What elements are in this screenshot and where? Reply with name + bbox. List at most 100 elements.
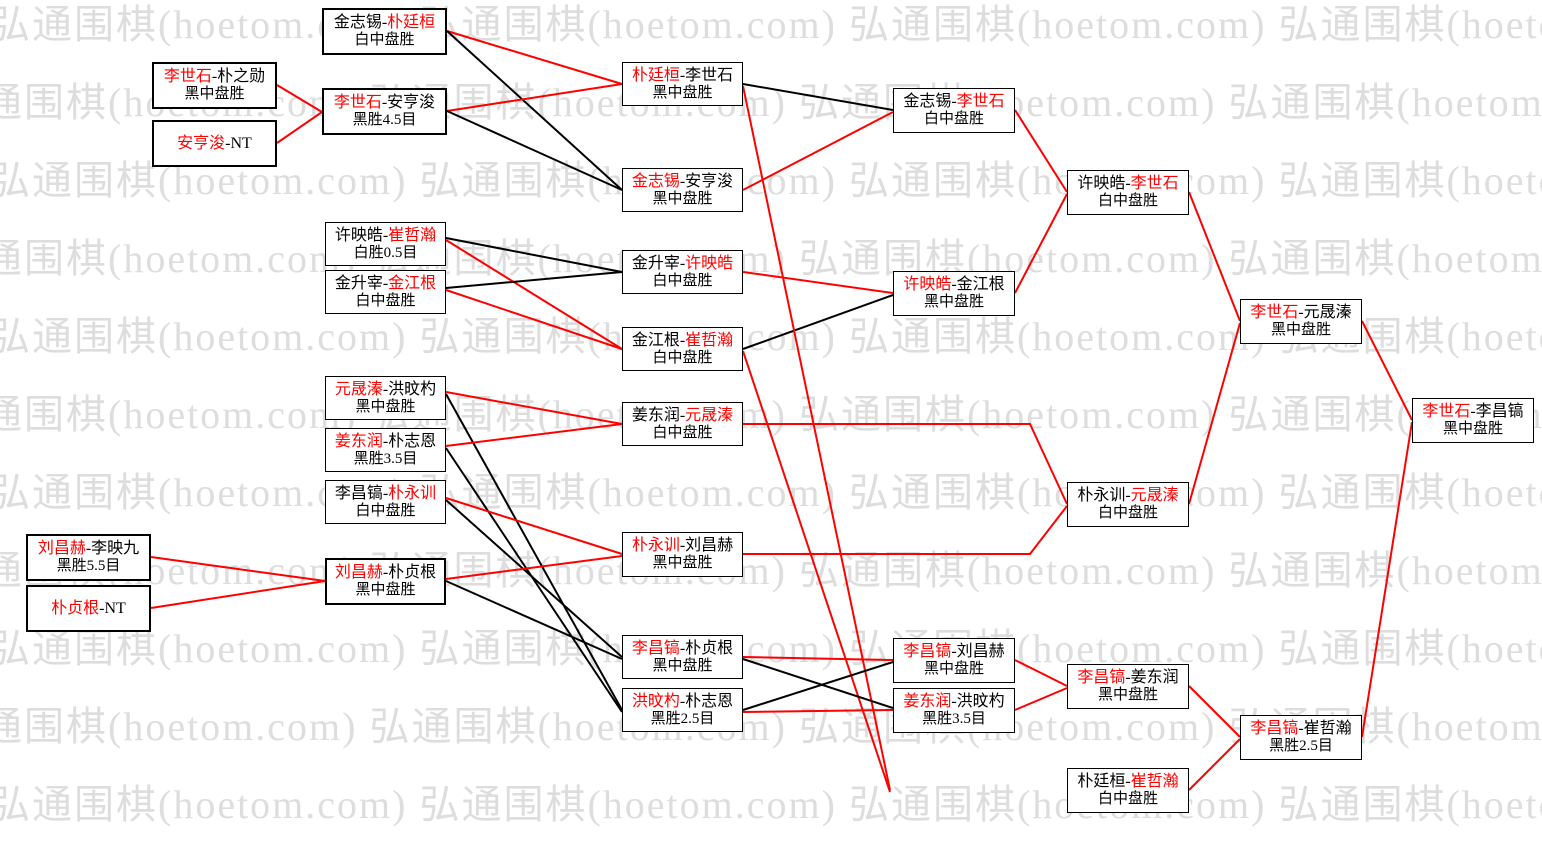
match-players: 李世石-安亨浚 <box>334 94 435 112</box>
player-right: 洪旼杓 <box>388 380 437 398</box>
match-box[interactable]: 金升宰-金江根 白中盘胜 <box>325 270 446 314</box>
match-box[interactable]: 姜东润-朴志恩 黑胜3.5目 <box>325 428 446 472</box>
match-box[interactable]: 朴廷桓-崔哲瀚 白中盘胜 <box>1067 768 1189 813</box>
match-box[interactable]: 安亨浚-NT <box>152 120 277 167</box>
match-box[interactable]: 金志锡-朴廷桓 白中盘胜 <box>322 8 447 55</box>
match-box[interactable]: 许映皓-崔哲瀚 白胜0.5目 <box>325 222 446 266</box>
match-box[interactable]: 李昌镐-崔哲瀚 黑胜2.5目 <box>1240 715 1362 760</box>
match-players: 许映皓-崔哲瀚 <box>335 227 436 245</box>
match-box[interactable]: 姜东润-洪旼杓 黑胜3.5目 <box>893 688 1015 733</box>
match-box[interactable]: 金志锡-安亨浚 黑中盘胜 <box>622 168 743 212</box>
match-box[interactable]: 洪旼杓-朴志恩 黑胜2.5目 <box>622 688 743 732</box>
match-box[interactable]: 朴贞根-NT <box>26 585 151 632</box>
player-right: 李昌镐 <box>1475 403 1524 421</box>
player-right: 朴之勋 <box>217 68 266 86</box>
player-separator: - <box>1125 773 1131 791</box>
match-box[interactable]: 刘昌赫-朴贞根 黑中盘胜 <box>325 558 446 605</box>
player-right: 许映皓 <box>685 254 734 272</box>
player-separator: - <box>382 380 389 398</box>
match-players: 金志锡-安亨浚 <box>632 173 733 191</box>
player-separator: - <box>679 406 686 424</box>
player-right: 崔哲瀚 <box>388 226 437 244</box>
match-result: 黑中盘胜 <box>355 398 416 415</box>
player-right: 姜东润 <box>1130 669 1179 687</box>
match-result: 黑胜2.5目 <box>650 710 715 727</box>
match-box[interactable]: 朴永训-刘昌赫 黑中盘胜 <box>622 532 743 577</box>
match-box[interactable]: 姜东润-元晟溱 白中盘胜 <box>622 402 743 446</box>
player-separator: - <box>679 172 686 190</box>
player-separator: - <box>679 331 686 349</box>
match-box[interactable]: 李昌镐-朴贞根 黑中盘胜 <box>622 635 743 679</box>
match-result: 白中盘胜 <box>1097 791 1158 808</box>
match-box[interactable]: 朴永训-元晟溱 白中盘胜 <box>1067 482 1189 527</box>
match-box[interactable]: 元晟溱-洪旼杓 黑中盘胜 <box>325 376 446 420</box>
player-separator: - <box>381 14 388 32</box>
match-box[interactable]: 李世石-元晟溱 黑中盘胜 <box>1240 299 1362 344</box>
match-box[interactable]: 李世石-李昌镐 黑中盘胜 <box>1412 398 1534 443</box>
player-left: 李昌镐 <box>631 639 680 657</box>
match-box[interactable]: 朴廷桓-李世石 黑中盘胜 <box>622 62 743 106</box>
player-left: 许映皓 <box>334 226 383 244</box>
match-box[interactable]: 金升宰-许映皓 白中盘胜 <box>622 250 743 294</box>
match-players: 李昌镐-崔哲瀚 <box>1250 720 1351 738</box>
match-box[interactable]: 许映皓-金江根 黑中盘胜 <box>893 271 1015 316</box>
match-result: 白中盘胜 <box>355 292 416 309</box>
match-box[interactable]: 李昌镐-朴永训 白中盘胜 <box>325 480 446 524</box>
match-result: 黑中盘胜 <box>652 657 713 674</box>
player-right: 朴廷桓 <box>387 14 436 32</box>
match-box[interactable]: 许映皓-李世石 白中盘胜 <box>1067 170 1189 215</box>
match-box[interactable]: 金志锡-李世石 白中盘胜 <box>893 88 1015 133</box>
player-separator: - <box>679 692 686 710</box>
match-result: 黑胜5.5目 <box>56 558 121 575</box>
player-left: 朴贞根 <box>51 599 100 617</box>
player-right: 崔哲瀚 <box>1303 720 1352 738</box>
player-separator: - <box>1125 175 1131 193</box>
match-box[interactable]: 刘昌赫-李映九 黑胜5.5目 <box>26 534 151 581</box>
player-left: 朴永训 <box>631 537 680 555</box>
player-separator: - <box>679 537 686 555</box>
player-left: 李昌镐 <box>1077 669 1126 687</box>
match-result: 黑中盘胜 <box>923 661 984 678</box>
match-players: 安亨浚-NT <box>177 135 252 153</box>
match-box[interactable]: 李昌镐-姜东润 黑中盘胜 <box>1067 664 1189 709</box>
match-players: 李世石-朴之勋 <box>164 68 265 86</box>
match-players: 金升宰-金江根 <box>335 275 436 293</box>
player-left: 安亨浚 <box>177 134 226 152</box>
player-right: 李映九 <box>91 540 140 558</box>
player-separator: - <box>1125 669 1131 687</box>
player-right: 朴永训 <box>388 484 437 502</box>
player-separator: - <box>951 643 957 661</box>
player-left: 金志锡 <box>631 172 680 190</box>
player-right: 元晟溱 <box>1303 304 1352 322</box>
match-box[interactable]: 金江根-崔哲瀚 白中盘胜 <box>622 327 743 371</box>
match-result: 黑中盘胜 <box>1097 687 1158 704</box>
match-result: 黑中盘胜 <box>652 190 713 207</box>
player-right: 朴志恩 <box>388 432 437 450</box>
match-box[interactable]: 李昌镐-刘昌赫 黑中盘胜 <box>893 638 1015 683</box>
match-box[interactable]: 李世石-朴之勋 黑中盘胜 <box>152 62 277 109</box>
player-separator: - <box>211 68 218 86</box>
player-right: 崔哲瀚 <box>685 331 734 349</box>
player-left: 朴廷桓 <box>1077 773 1126 791</box>
match-players: 李昌镐-刘昌赫 <box>903 643 1004 661</box>
player-separator: - <box>99 599 105 617</box>
player-separator: - <box>382 432 389 450</box>
match-players: 姜东润-朴志恩 <box>335 433 436 451</box>
match-result: 黑胜3.5目 <box>922 711 986 728</box>
match-box[interactable]: 李世石-安亨浚 黑胜4.5目 <box>322 88 447 135</box>
player-separator: - <box>1470 403 1476 421</box>
player-right: 李世石 <box>1130 175 1179 193</box>
player-left: 许映皓 <box>903 276 952 294</box>
match-result: 白中盘胜 <box>923 111 984 128</box>
match-players: 朴廷桓-李世石 <box>632 67 733 85</box>
match-players: 朴廷桓-崔哲瀚 <box>1077 773 1178 791</box>
match-players: 朴永训-刘昌赫 <box>632 537 733 555</box>
match-players: 金江根-崔哲瀚 <box>632 332 733 350</box>
match-result: 白中盘胜 <box>1097 505 1158 522</box>
player-left: 元晟溱 <box>334 380 383 398</box>
match-result: 黑中盘胜 <box>652 84 713 101</box>
player-left: 李世石 <box>163 68 212 86</box>
match-result: 黑中盘胜 <box>923 294 984 311</box>
match-result: 黑胜2.5目 <box>1269 738 1333 755</box>
player-separator: - <box>679 254 686 272</box>
